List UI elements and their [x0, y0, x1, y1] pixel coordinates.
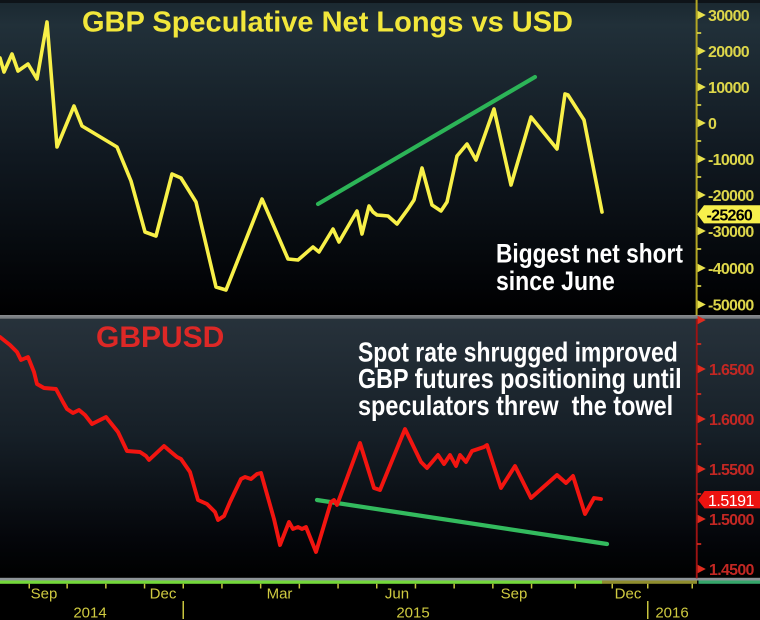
svg-text:Sep: Sep	[31, 586, 58, 603]
svg-text:Mar: Mar	[267, 586, 293, 603]
svg-text:2016: 2016	[655, 604, 688, 620]
svg-text:1.5191: 1.5191	[708, 493, 755, 510]
svg-text:Jun: Jun	[385, 586, 409, 603]
svg-text:Spot rate shrugged improved: Spot rate shrugged improved	[358, 337, 678, 368]
svg-text:10000: 10000	[708, 80, 750, 97]
svg-text:-10000: -10000	[708, 152, 754, 169]
svg-text:2015: 2015	[396, 604, 429, 620]
svg-text:1.4500: 1.4500	[709, 562, 755, 579]
svg-text:20000: 20000	[708, 44, 750, 61]
svg-text:1.5500: 1.5500	[709, 462, 755, 479]
svg-text:Biggest net short: Biggest net short	[496, 240, 683, 269]
svg-text:-30000: -30000	[708, 224, 754, 241]
svg-text:GBP Speculative Net Longs vs U: GBP Speculative Net Longs vs USD	[82, 7, 573, 39]
svg-text:-20000: -20000	[708, 188, 754, 205]
svg-text:since June: since June	[496, 268, 615, 297]
svg-text:30000: 30000	[708, 8, 750, 25]
svg-text:1.6500: 1.6500	[709, 362, 755, 379]
svg-text:Dec: Dec	[150, 586, 177, 603]
svg-text:2014: 2014	[73, 604, 106, 620]
svg-text:speculators threw the towel: speculators threw the towel	[358, 391, 673, 421]
svg-text:Dec: Dec	[615, 586, 642, 603]
svg-text:-50000: -50000	[708, 297, 754, 314]
svg-text:Sep: Sep	[501, 586, 528, 603]
svg-text:1.5000: 1.5000	[709, 512, 755, 529]
svg-text:-40000: -40000	[708, 261, 754, 278]
svg-text:GBPUSD: GBPUSD	[96, 321, 224, 354]
svg-text:1.6000: 1.6000	[709, 412, 755, 429]
svg-text:-25260: -25260	[707, 208, 753, 225]
svg-text:GBP futures positioning until: GBP futures positioning until	[358, 364, 682, 394]
svg-text:0: 0	[708, 116, 717, 133]
